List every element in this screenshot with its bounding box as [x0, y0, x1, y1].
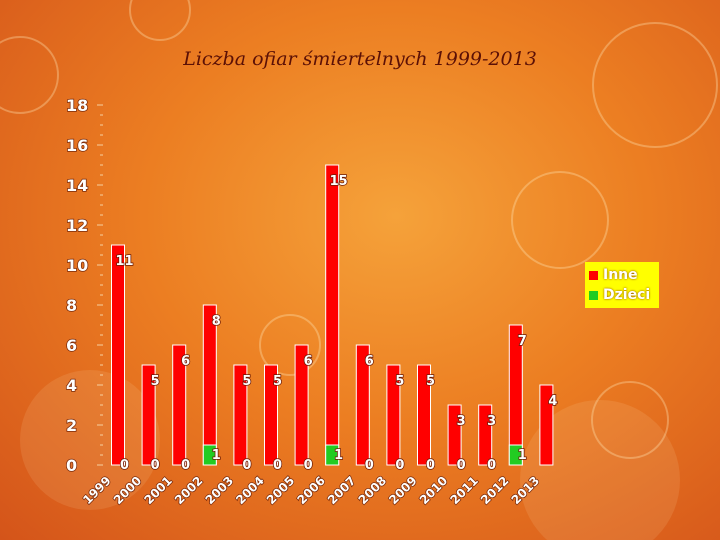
data-label-inne-2006: 15: [330, 174, 348, 189]
data-label-inne-2004: 5: [273, 374, 282, 389]
x-tick-label-2005: 2005: [264, 474, 298, 508]
bar-dzieci-2012: [508, 444, 523, 466]
legend-item-dzieci: Dzieci: [589, 285, 655, 305]
x-tick-label-2012: 2012: [478, 474, 512, 508]
data-label-dzieci-2009: 0: [426, 458, 435, 473]
data-label-inne-2001: 6: [181, 354, 190, 369]
data-label-dzieci-2000: 0: [151, 458, 160, 473]
bar-inne-2013: [539, 384, 554, 466]
data-label-dzieci-2001: 0: [181, 458, 190, 473]
x-tick-label-2003: 2003: [203, 474, 237, 508]
data-label-inne-2005: 6: [304, 354, 313, 369]
x-tick-label-1999: 1999: [80, 474, 114, 508]
legend-swatch-dzieci: [589, 290, 598, 300]
y-tick-label: 10: [66, 256, 88, 275]
data-label-dzieci-2003: 0: [242, 458, 251, 473]
y-tick-label: 6: [66, 336, 77, 355]
y-tick-label: 2: [66, 416, 77, 435]
data-label-dzieci-2012: 1: [518, 448, 527, 463]
bar-inne-2011: [478, 404, 493, 466]
bar-inne-2003: [233, 364, 248, 466]
data-label-dzieci-2006: 1: [334, 448, 343, 463]
y-tick-label: 16: [66, 136, 88, 155]
x-tick-label-2008: 2008: [356, 474, 390, 508]
bar-dzieci-2002: [202, 444, 217, 466]
y-tick-label: 8: [66, 296, 77, 315]
x-tick-label-2006: 2006: [294, 474, 328, 508]
bar-inne-1999: [111, 244, 125, 466]
x-tick-label-2004: 2004: [233, 474, 267, 508]
bar-inne-2007: [355, 344, 370, 466]
data-label-inne-2000: 5: [151, 374, 160, 389]
data-label-inne-2008: 5: [395, 374, 404, 389]
legend: Inne Dzieci: [585, 262, 659, 308]
data-label-inne-2011: 3: [487, 414, 496, 429]
x-tick-label-2000: 2000: [111, 474, 145, 508]
bar-inne-2001: [172, 344, 187, 466]
y-tick-label: 4: [66, 376, 77, 395]
chart-title: Liczba ofiar śmiertelnych 1999-2013: [183, 48, 537, 70]
data-label-inne-2002: 8: [212, 314, 221, 329]
x-tick-label-2001: 2001: [141, 474, 175, 508]
x-tick-label-2013: 2013: [509, 474, 543, 508]
bar-dzieci-2006: [325, 444, 340, 466]
data-label-dzieci-2010: 0: [457, 458, 466, 473]
bar-inne-2008: [386, 364, 401, 466]
bars: [111, 164, 554, 466]
data-label-dzieci-2008: 0: [395, 458, 404, 473]
bar-inne-2010: [447, 404, 462, 466]
x-axis: 1999200020012002200320042005200620072008…: [79, 473, 543, 508]
x-tick-label-2010: 2010: [417, 474, 451, 508]
bar-inne-2004: [264, 364, 278, 466]
data-label-inne-2007: 6: [365, 354, 374, 369]
data-label-inne-2003: 5: [242, 374, 251, 389]
data-label-dzieci-1999: 0: [120, 458, 129, 473]
data-label-dzieci-2002: 1: [212, 448, 221, 463]
data-label-dzieci-2004: 0: [273, 458, 282, 473]
data-label-dzieci-2011: 0: [487, 458, 496, 473]
legend-label-dzieci: Dzieci: [603, 287, 651, 303]
bar-inne-2002: [202, 304, 217, 466]
data-label-dzieci-2005: 0: [304, 458, 313, 473]
y-tick-label: 12: [66, 216, 88, 235]
bar-inne-2000: [141, 364, 156, 466]
bar-inne-2005: [294, 344, 309, 466]
x-tick-label-2009: 2009: [386, 474, 420, 508]
data-label-inne-2012: 7: [518, 334, 527, 349]
bar-inne-2009: [417, 364, 431, 466]
y-axis: 0 2 4 6 8 10 12 14 16 18: [65, 95, 103, 476]
legend-label-inne: Inne: [603, 267, 638, 283]
legend-swatch-inne: [589, 270, 598, 280]
y-tick-label: 18: [66, 96, 88, 115]
data-label-inne-2009: 5: [426, 374, 435, 389]
data-label-dzieci-2007: 0: [365, 458, 374, 473]
x-tick-label-2011: 2011: [447, 474, 481, 508]
bar-inne-2006: [325, 164, 340, 466]
y-tick-label: 14: [66, 176, 88, 195]
x-tick-label-2007: 2007: [325, 474, 359, 508]
data-label-inne-2013: 4: [548, 394, 557, 409]
data-label-inne-2010: 3: [457, 414, 466, 429]
y-tick-label: 0: [66, 456, 77, 475]
x-tick-label-2002: 2002: [172, 474, 206, 508]
data-label-inne-1999: 11: [115, 254, 133, 269]
legend-item-inne: Inne: [589, 265, 655, 285]
